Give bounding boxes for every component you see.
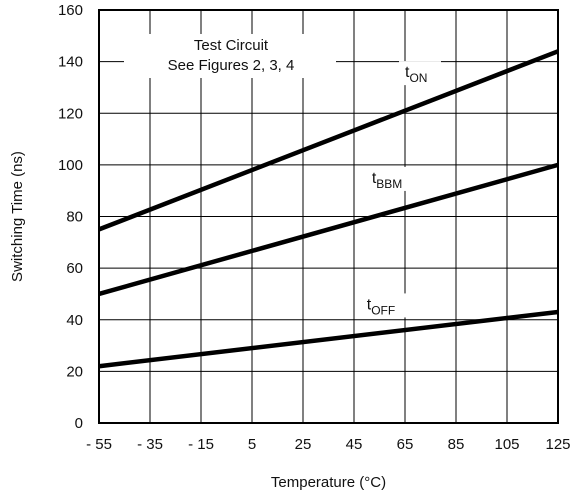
series-label-background	[360, 293, 413, 318]
y-tick-labels: 0 20 40 60 80 100 120 140 160	[58, 2, 83, 432]
y-tick-label: 40	[66, 312, 83, 329]
series-label-on: tON	[405, 64, 427, 85]
series-label-background	[399, 61, 441, 86]
annotation-line-2: See Figures 2, 3, 4	[168, 57, 295, 74]
y-axis-title: Switching Time (ns)	[9, 151, 26, 282]
y-tick-label: 100	[58, 157, 83, 174]
x-tick-label: 65	[397, 436, 414, 453]
x-tick-label: - 55	[86, 436, 112, 453]
annotation-box: Test Circuit See Figures 2, 3, 4	[124, 34, 336, 78]
x-tick-label: - 35	[137, 436, 163, 453]
y-tick-label: 160	[58, 2, 83, 19]
x-tick-label: 125	[545, 436, 570, 453]
y-tick-label: 80	[66, 209, 83, 226]
series-labels: tON tBBM tOFF	[360, 61, 441, 318]
y-tick-label: 140	[58, 54, 83, 71]
series-label-background	[365, 166, 418, 191]
x-tick-labels: - 55 - 35 - 15 5 25 45 65 85 105 125	[86, 436, 570, 453]
series-line-on	[98, 49, 559, 232]
x-tick-label: 85	[448, 436, 465, 453]
annotation-line-1: Test Circuit	[194, 37, 269, 54]
annotation-background	[124, 34, 336, 78]
y-tick-label: 120	[58, 105, 83, 122]
y-tick-label: 0	[75, 415, 83, 432]
series-label-off: tOFF	[367, 296, 395, 317]
y-tick-label: 20	[66, 363, 83, 380]
series-label-bbm: tBBM	[372, 170, 402, 191]
x-tick-label: 105	[494, 436, 519, 453]
series-lines	[98, 49, 559, 369]
x-tick-label: 45	[346, 436, 363, 453]
y-tick-label: 60	[66, 260, 83, 277]
series-line-bbm	[98, 162, 559, 297]
x-tick-label: 5	[248, 436, 256, 453]
plot-frame	[98, 9, 559, 424]
x-axis-title: Temperature (°C)	[271, 474, 386, 491]
series-line-off	[98, 309, 559, 369]
x-tick-label: - 15	[188, 436, 214, 453]
x-tick-label: 25	[295, 436, 312, 453]
